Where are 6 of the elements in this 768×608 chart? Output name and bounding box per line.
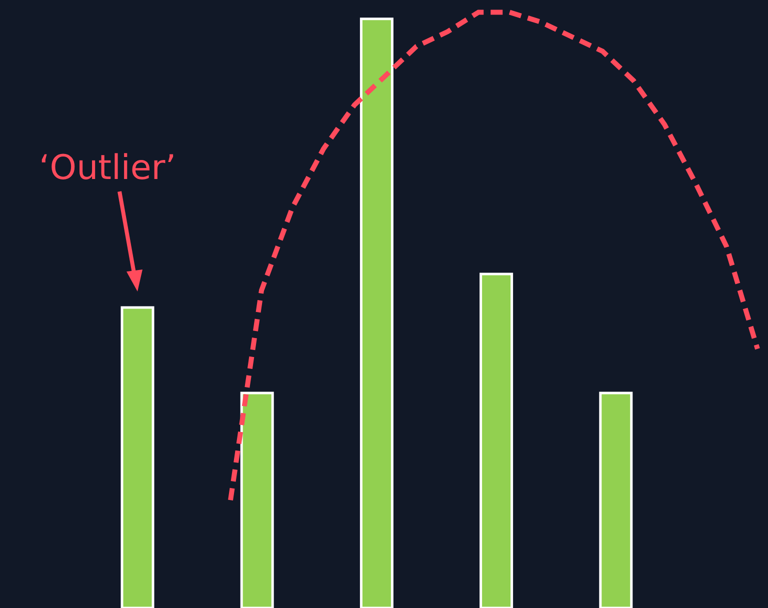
bar: [240, 392, 274, 608]
bar: [360, 18, 394, 608]
bar: [120, 306, 154, 608]
bar: [480, 272, 514, 608]
bar: [599, 392, 633, 608]
annotation: ‘Outlier’: [39, 148, 176, 188]
